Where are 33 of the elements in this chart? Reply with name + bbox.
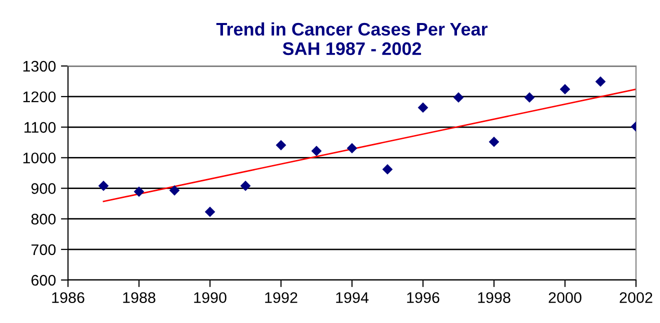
point xyxy=(311,146,322,156)
point xyxy=(240,180,251,192)
point xyxy=(169,185,180,196)
point xyxy=(134,186,144,197)
point xyxy=(560,84,570,94)
x-tick-label: 1988 xyxy=(123,292,156,304)
point xyxy=(418,102,428,113)
chart-title: Trend in Cancer Cases Per Year SAH 1987 - 2002 xyxy=(216,22,488,56)
point xyxy=(488,136,500,148)
point xyxy=(595,76,606,87)
y-tick-label: 1100 xyxy=(24,122,56,133)
y-tick-label: 1300 xyxy=(23,60,56,72)
point xyxy=(276,140,286,150)
y-tick-label: 1000 xyxy=(23,152,56,164)
point xyxy=(453,92,464,103)
point xyxy=(524,92,535,103)
x-tick-label: 1990 xyxy=(194,292,226,304)
x-tick-label: 2000 xyxy=(548,292,582,304)
x-tick-label: 2002 xyxy=(620,292,652,304)
x-tick-label: 1994 xyxy=(336,292,369,304)
point xyxy=(382,164,393,175)
point xyxy=(98,180,109,192)
y-tick-label: 1200 xyxy=(23,91,56,102)
x-tick-label: 1998 xyxy=(478,292,510,304)
y-tick-label: 900 xyxy=(31,183,56,194)
x-tick-label: 1986 xyxy=(52,292,84,304)
point xyxy=(346,143,358,154)
y-tick-label: 600 xyxy=(31,274,56,286)
y-tick-label: 700 xyxy=(31,244,56,256)
y-tick-label: 800 xyxy=(31,214,56,225)
x-tick-label: 1996 xyxy=(407,292,440,304)
x-tick-label: 1992 xyxy=(265,292,298,304)
point xyxy=(204,206,216,218)
